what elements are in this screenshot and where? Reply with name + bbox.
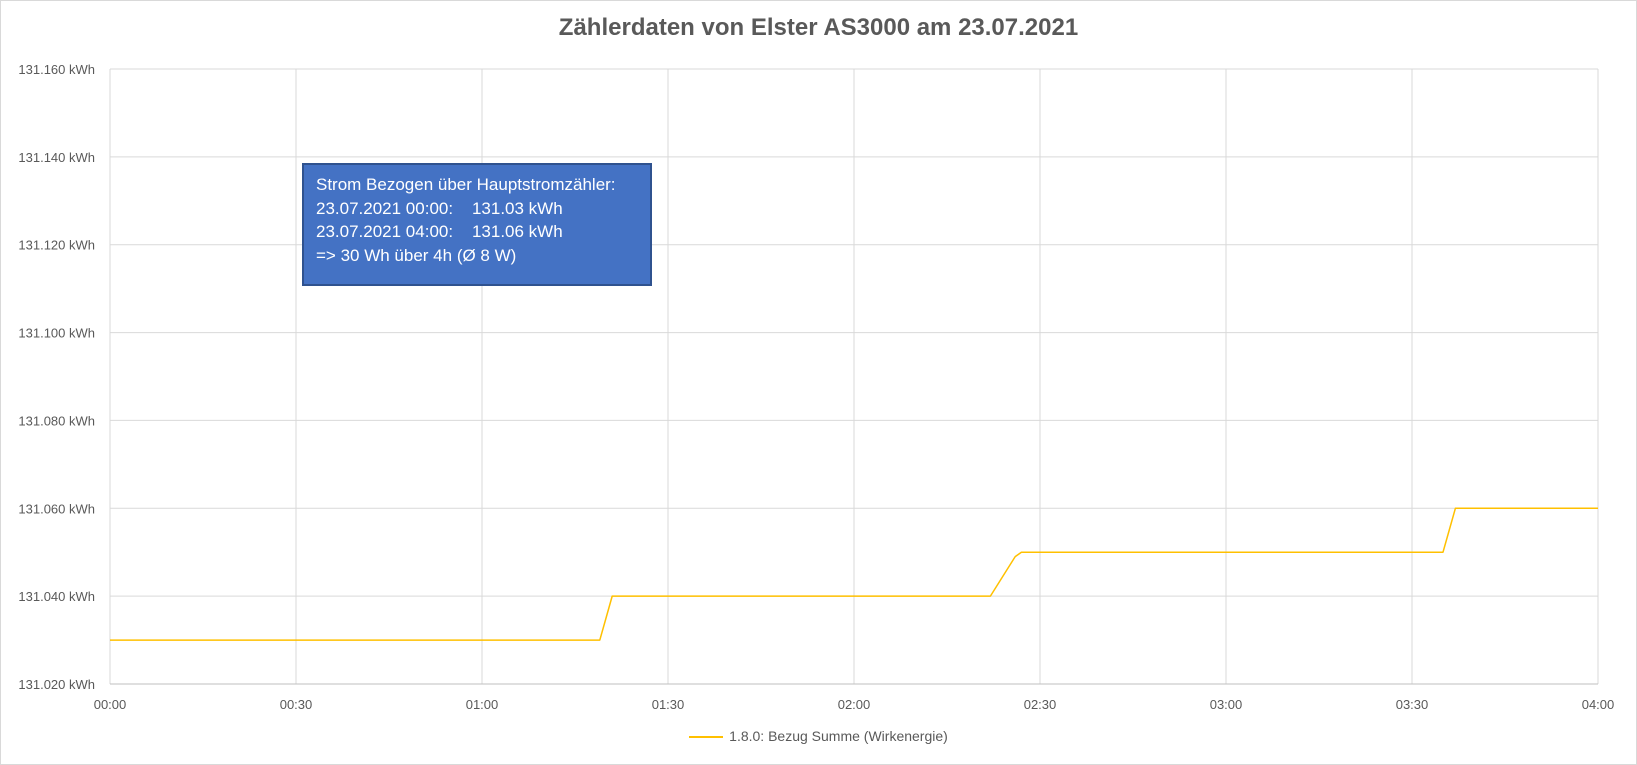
y-tick-label: 131.020 kWh xyxy=(18,677,95,692)
annotation-box: Strom Bezogen über Hauptstromzähler: 23.… xyxy=(302,163,652,286)
x-tick-label: 03:00 xyxy=(1210,697,1243,712)
y-tick-label: 131.160 kWh xyxy=(18,62,95,77)
x-tick-label: 00:00 xyxy=(94,697,127,712)
x-tick-label: 01:00 xyxy=(466,697,499,712)
y-tick-labels: 131.020 kWh 131.040 kWh 131.060 kWh 131.080… xyxy=(18,62,95,692)
y-tick-label: 131.080 kWh xyxy=(18,413,95,428)
series-lines xyxy=(110,507,1598,641)
annotation-line: Strom Bezogen über Hauptstromzähler: xyxy=(316,175,616,194)
chart-title: Zählerdaten von Elster AS3000 am 23.07.2… xyxy=(558,14,1079,41)
y-tick-label: 131.060 kWh xyxy=(18,501,95,516)
x-tick-label: 01:30 xyxy=(652,697,685,712)
y-tick-label: 131.100 kWh xyxy=(18,326,95,341)
y-tick-label: 131.120 kWh xyxy=(18,238,95,253)
x-tick-labels: 00:00 00:30 01:00 01:30 02:00 02:30 03:00 03:30… xyxy=(94,697,1615,712)
legend: 1.8.0: Bezug Summe (Wirkenergie) xyxy=(0,728,1637,744)
legend-swatch xyxy=(689,736,724,739)
series-line-bezug-summe xyxy=(110,507,1598,641)
x-tick-label: 00:30 xyxy=(280,697,313,712)
x-tick-label: 03:30 xyxy=(1396,697,1429,712)
x-tick-label: 04:00 xyxy=(1582,697,1615,712)
annotation-line: 23.07.2021 00:00: 131.03 kWh xyxy=(316,198,563,218)
y-tick-label: 131.140 kWh xyxy=(18,150,95,165)
annotation-line: 23.07.2021 04:00: 131.06 kWh xyxy=(316,222,563,241)
x-tick-label: 02:00 xyxy=(838,697,871,712)
annotation-line: => 30 Wh über 4h (Ø 8 W) xyxy=(316,245,517,265)
grid-lines xyxy=(110,68,1599,684)
legend-label: 1.8.0: Bezug Summe (Wirkenergie) xyxy=(729,728,948,744)
axes xyxy=(109,69,1598,685)
y-tick-label: 131.040 kWh xyxy=(18,589,95,604)
x-tick-label: 02:30 xyxy=(1024,697,1057,712)
